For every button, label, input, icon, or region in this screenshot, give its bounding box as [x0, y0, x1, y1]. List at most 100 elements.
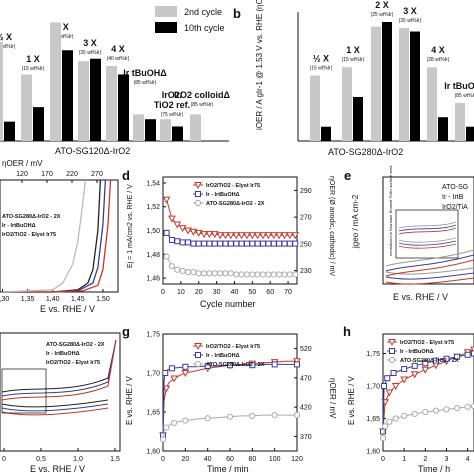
data-point	[206, 270, 213, 277]
cv-curve-lower	[385, 272, 474, 280]
x-tick-label: 20	[195, 289, 203, 296]
data-point	[443, 355, 450, 362]
panel-b-category-labels: ½ X (15 wt%Ir) 1 X (15 wt%Ir) 2 X (25 wt%Ir) 3…	[310, 0, 474, 99]
data-point	[190, 269, 197, 276]
panel-a-bar-chart: 2nd cycle 10th cycle ATO-SG120Δ-IrO2 ½ X…	[0, 6, 231, 156]
data-point	[182, 363, 189, 370]
x-tick-label: 1,40	[46, 296, 60, 303]
data-point	[211, 240, 218, 247]
panel-label-b: b	[233, 6, 241, 21]
category-note: (85 wt%Ir)	[455, 93, 474, 99]
category-label: ½ X	[313, 54, 329, 64]
data-point	[182, 417, 189, 424]
data-point	[411, 410, 418, 418]
panel-d-x-label: Cycle number	[200, 299, 256, 309]
data-point	[281, 240, 288, 247]
x-tick-label: 4	[466, 456, 470, 463]
cv-curve-lower	[1, 403, 109, 412]
panel-d-legend: IrO2/TiO2 - Elyst Ir75 Ir - IrtBuOHΔ ATO-S…	[193, 182, 265, 207]
data-point	[168, 365, 175, 372]
data-point	[171, 419, 178, 427]
data-point	[217, 240, 224, 247]
data-point	[464, 403, 471, 410]
panel-e-inset-y-label: normalized to Brunauer Emmett Teller sur…	[388, 165, 393, 256]
data-point	[432, 407, 440, 414]
data-point	[260, 240, 267, 247]
data-point	[185, 239, 192, 246]
panel-g-x-label: Time / min	[207, 464, 249, 474]
cv-curve-upper	[385, 249, 474, 267]
data-point	[249, 271, 256, 278]
x-tick-label: 20	[181, 456, 189, 463]
panel-a-group-labels: ½ X (15 wt%Ir) 1 X (15 wt%Ir) 2 X (25 wt%Ir) 3…	[0, 22, 231, 118]
y2-tick-label: 270	[300, 215, 312, 222]
panel-e-frame	[382, 176, 474, 285]
data-point	[248, 232, 257, 240]
bar-10th-cycle	[321, 126, 331, 141]
bar-2nd-cycle	[342, 67, 352, 141]
data-point	[411, 362, 418, 369]
legend-swatch-10th	[155, 22, 177, 33]
category-note: (25 wt%Ir)	[371, 12, 394, 18]
x-tick-label: 1,0	[73, 456, 83, 463]
data-point	[162, 196, 171, 204]
data-point	[390, 370, 397, 376]
y-tick-label: 1,46	[146, 276, 160, 283]
cv-curve-upper	[1, 339, 117, 397]
panel-d-cycle-chart: d Ej = 1 mA/cm2 vs. RHE / V ηOER (Ø anod…	[122, 168, 335, 309]
legend-marker	[389, 348, 395, 354]
data-point	[168, 263, 176, 270]
bar-10th-cycle	[118, 74, 129, 141]
panel-e-legend-3: IrO2/TiA	[442, 204, 468, 211]
x-tick-label: 60	[226, 456, 234, 463]
data-point	[382, 423, 389, 430]
group-label: 4 X	[111, 44, 125, 54]
data-point	[270, 240, 277, 247]
panel-h-chrono-chart: h E vs. RHE / V Time / h 0 1 2 3 4 1,60 1,65 1,…	[343, 324, 474, 474]
data-point	[163, 253, 170, 260]
data-point	[392, 415, 399, 422]
bar-10th-cycle	[466, 126, 474, 141]
group-label: TiO2 ref.	[154, 100, 190, 110]
data-point	[291, 232, 300, 240]
panel-h-y-label: E vs. RHE / V	[347, 375, 356, 425]
data-point	[243, 232, 251, 240]
cv-curve-upper	[385, 259, 474, 277]
y-tick-label: 1,75	[366, 351, 380, 358]
data-point	[271, 361, 278, 368]
y2-tick-label: 470	[300, 375, 312, 382]
data-point	[194, 229, 203, 237]
legend-entry: IrO2/TiO2 - Elyst Ir75	[206, 183, 260, 189]
panel-label-h: h	[343, 324, 351, 339]
y2-tick-label: 230	[300, 268, 312, 275]
y-tick-label: 1,70	[366, 384, 380, 391]
cv-curve-lower	[1, 407, 109, 416]
bar-2nd-cycle	[399, 27, 409, 142]
x-tick-label: 0	[381, 456, 385, 463]
data-point	[379, 434, 387, 442]
y2-tick-label: 250	[300, 241, 312, 248]
panel-h-x-label: Time / h	[418, 464, 450, 474]
data-point	[195, 240, 202, 247]
x-tick-label: 1,35	[21, 296, 35, 303]
y-tick-label: 1,75	[146, 332, 160, 339]
panel-a-xaxis-label: ATO-SG120Δ-IrO2	[55, 146, 130, 156]
panel-e-x-label: E vs. RHE / V	[393, 292, 448, 302]
data-point	[294, 361, 300, 368]
bar-10th-cycle	[62, 50, 73, 141]
bar-10th-cycle	[172, 126, 183, 141]
data-point	[421, 366, 430, 374]
x-tick-label: 1,50	[96, 296, 110, 303]
bar-2nd-cycle	[78, 61, 89, 141]
x-tick-label: 40	[231, 289, 239, 296]
bar-2nd-cycle	[371, 26, 381, 141]
panel-h-frame	[382, 333, 474, 452]
data-point	[222, 270, 229, 277]
group-wt-label: (35 wt%Ir)	[79, 50, 102, 56]
panel-d-y-label: Ej = 1 mA/cm2 vs. RHE / V	[127, 184, 134, 268]
series-line	[162, 363, 297, 436]
data-point	[249, 362, 256, 369]
bar-10th-cycle	[438, 117, 448, 141]
panel-f-x-label: E vs. RHE / V	[30, 464, 85, 474]
legend-marker	[195, 191, 201, 197]
